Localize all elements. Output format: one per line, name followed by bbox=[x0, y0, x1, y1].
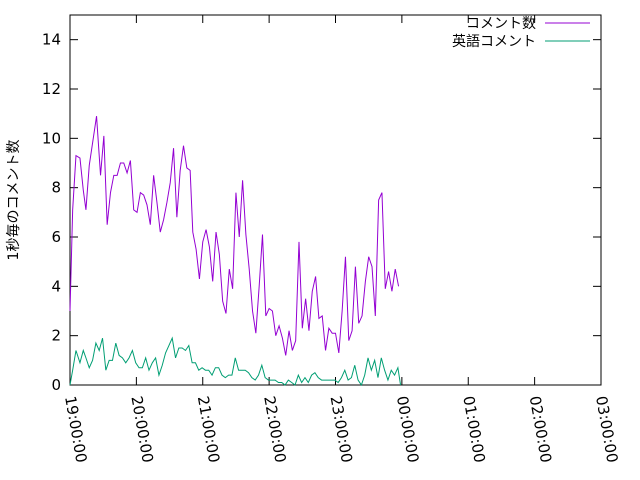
y-axis: 0 2 4 6 8 10 12 14 bbox=[42, 31, 601, 394]
series-layer bbox=[69, 116, 402, 387]
y-tick-label: 14 bbox=[42, 31, 61, 49]
series-line-english-comments bbox=[69, 336, 402, 387]
legend-label: コメント数 bbox=[466, 16, 536, 32]
y-tick-label: 0 bbox=[51, 376, 61, 394]
y-tick-label: 8 bbox=[51, 179, 61, 197]
y-axis-title: 1秒毎のコメント数 bbox=[6, 140, 22, 261]
series-line-comment-count bbox=[69, 116, 400, 356]
y-tick-label: 12 bbox=[42, 80, 61, 98]
y-tick-label: 4 bbox=[51, 277, 61, 295]
y-tick-label: 6 bbox=[51, 228, 61, 246]
y-tick-label: 2 bbox=[51, 327, 61, 345]
y-tick-label: 10 bbox=[42, 129, 61, 147]
legend-label: 英語コメント bbox=[452, 33, 536, 50]
